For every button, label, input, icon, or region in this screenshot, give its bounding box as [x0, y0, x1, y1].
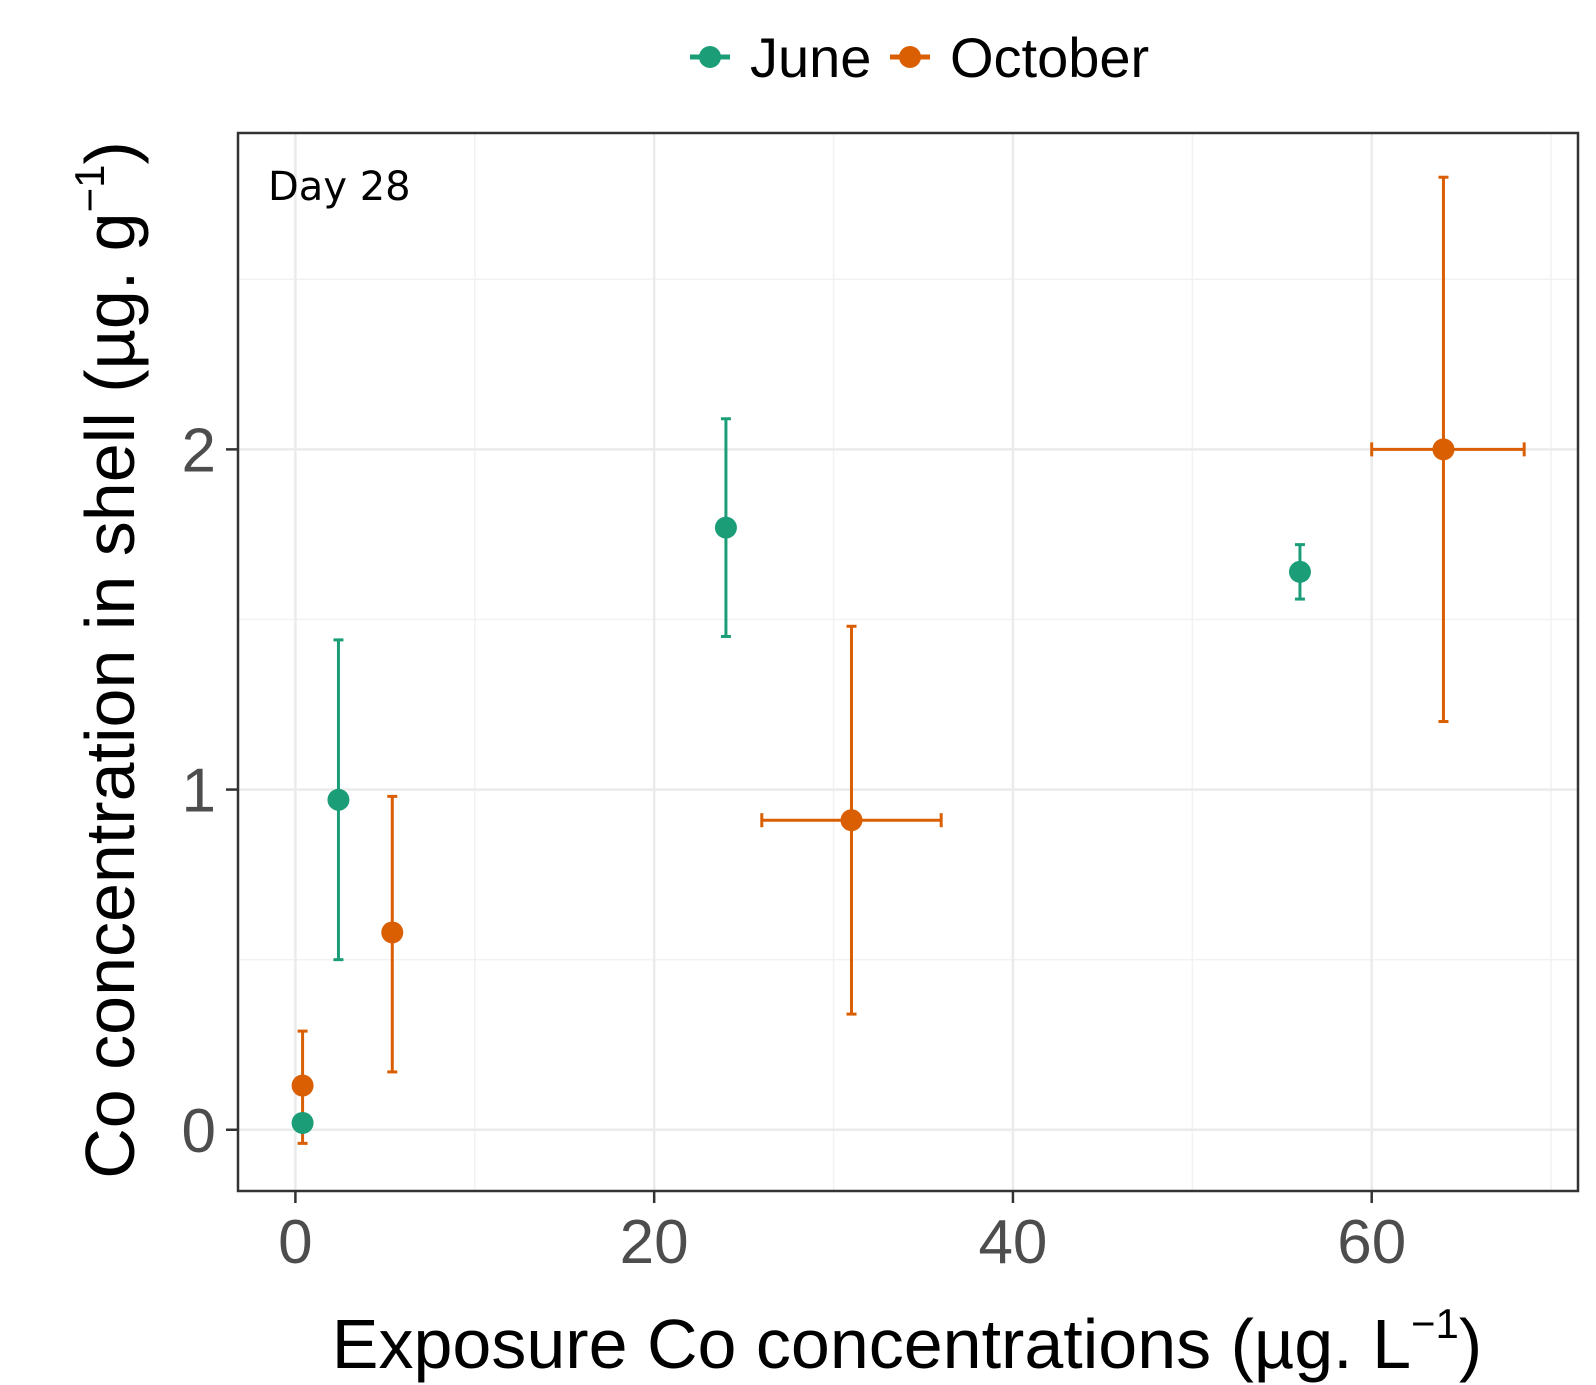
data-point: [291, 1111, 314, 1134]
data-point: [714, 516, 737, 539]
x-axis-title-sup: −1: [1411, 1300, 1459, 1347]
x-tick-label: 20: [620, 1208, 689, 1277]
grid: [238, 133, 1578, 1191]
x-tick-label: 40: [978, 1208, 1047, 1277]
x-axis-title: Exposure Co concentrations (µg. L−1): [332, 1300, 1482, 1383]
y-tick-label: 0: [182, 1097, 216, 1166]
panel-annotation: Day 28: [268, 164, 411, 210]
data-point: [1432, 438, 1455, 461]
data-marks: [291, 175, 1526, 1145]
x-axis-title-end: ): [1459, 1305, 1482, 1383]
y-axis-title: Co concentration in shell (µg. g−1): [66, 141, 149, 1179]
points-october: [291, 438, 1455, 1097]
legend-label: June: [750, 26, 871, 89]
points-june: [291, 516, 1311, 1134]
y-axis-title-end: ): [71, 141, 149, 164]
legend-swatch-dot: [699, 46, 721, 68]
data-point: [291, 1074, 314, 1097]
y-tick-label: 1: [182, 757, 216, 826]
plot-background: [238, 133, 1578, 1191]
x-tick-label: 0: [278, 1208, 312, 1277]
x-axis-title-main: Exposure Co concentrations (µg. L: [332, 1305, 1411, 1383]
legend-item-october: October: [890, 26, 1149, 89]
y-axis-title-sup: −1: [66, 165, 113, 213]
x-tick-label: 60: [1337, 1208, 1406, 1277]
x-axis: 0 20 40 60: [278, 1191, 1406, 1277]
y-axis-title-main: Co concentration in shell (µg. g: [71, 212, 149, 1178]
legend-label: October: [950, 26, 1149, 89]
data-point: [327, 788, 350, 811]
y-axis: 0 1 2: [182, 416, 238, 1166]
y-tick-label: 2: [182, 416, 216, 485]
data-point: [840, 809, 863, 832]
plot-border: [236, 131, 1580, 1193]
data-point: [1288, 560, 1311, 583]
data-point: [381, 921, 404, 944]
legend: June October: [690, 26, 1149, 89]
legend-item-june: June: [690, 26, 871, 89]
legend-swatch-dot: [899, 46, 921, 68]
